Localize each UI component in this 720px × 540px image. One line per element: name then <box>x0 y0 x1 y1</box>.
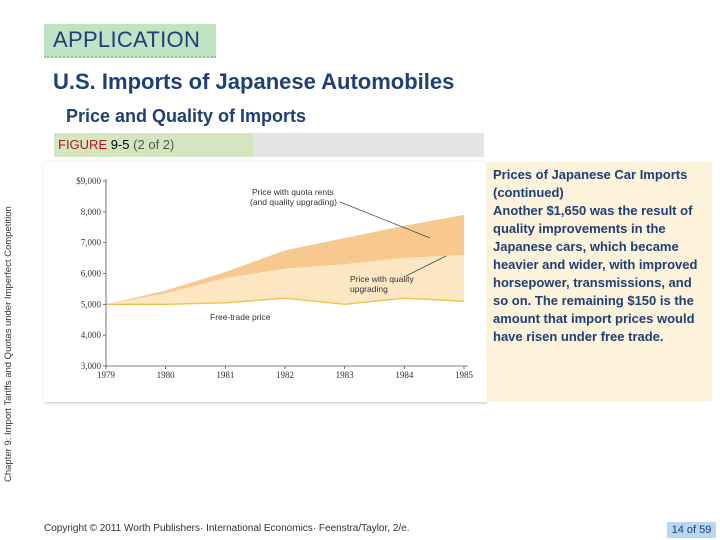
quota-annotation-line2: (and quality upgrading) <box>250 197 337 207</box>
description-body: Another $1,650 was the result of quality… <box>493 203 698 344</box>
figure-tab <box>54 133 254 157</box>
description-box: Prices of Japanese Car Imports (continue… <box>486 162 712 402</box>
y-tick-label: $9,000 <box>76 176 101 186</box>
x-tick-label: 1984 <box>395 370 414 380</box>
quality-upgrading-area <box>106 255 464 305</box>
y-tick-label: 5,000 <box>81 299 102 309</box>
quality-annotation-line2: upgrading <box>350 284 388 294</box>
copyright-footer: Copyright © 2011 Worth Publishers· Inter… <box>44 523 410 534</box>
description-heading: Prices of Japanese Car Imports (continue… <box>493 167 688 200</box>
figure-prefix: FIGURE <box>58 137 108 152</box>
free-trade-line <box>106 297 465 306</box>
page-number[interactable]: 14 of 59 <box>667 522 716 538</box>
y-tick-label: 3,000 <box>81 361 102 371</box>
chapter-side-label: Chapter 9: Import Tariffs and Quotas und… <box>3 206 14 482</box>
free-trade-annotation: Free-trade price <box>210 312 271 322</box>
quota-leader-line <box>339 201 431 239</box>
x-tick-label: 1983 <box>336 370 355 380</box>
page-subtitle: Price and Quality of Imports <box>66 106 307 126</box>
x-tick-label: 1981 <box>216 370 234 380</box>
application-label: APPLICATION <box>53 27 201 52</box>
quality-leader-line <box>405 255 447 277</box>
application-badge: APPLICATION <box>44 24 216 58</box>
price-chart: 3,000 4,000 5,000 6,000 7,000 8,000 $9,000 1979… <box>76 176 474 380</box>
figure-number: 9-5 <box>110 137 130 152</box>
y-tick-label: 6,000 <box>81 269 102 279</box>
quota-annotation-line1: Price with quota rents <box>252 187 334 197</box>
page-title: U.S. Imports of Japanese Automobiles <box>53 69 455 94</box>
y-tick-label: 8,000 <box>81 207 102 217</box>
x-tick-label: 1985 <box>455 370 474 380</box>
y-tick-label: 7,000 <box>81 238 102 248</box>
quota-rent-area <box>106 214 464 305</box>
y-tick-label: 4,000 <box>81 330 102 340</box>
x-tick-label: 1980 <box>157 370 176 380</box>
quality-annotation-line1: Price with quality <box>350 274 415 284</box>
x-tick-label: 1982 <box>276 370 294 380</box>
figure-label: FIGURE 9-5 (2 of 2) <box>58 137 174 152</box>
x-tick-label: 1979 <box>97 370 116 380</box>
figure-part: (2 of 2) <box>133 137 175 152</box>
